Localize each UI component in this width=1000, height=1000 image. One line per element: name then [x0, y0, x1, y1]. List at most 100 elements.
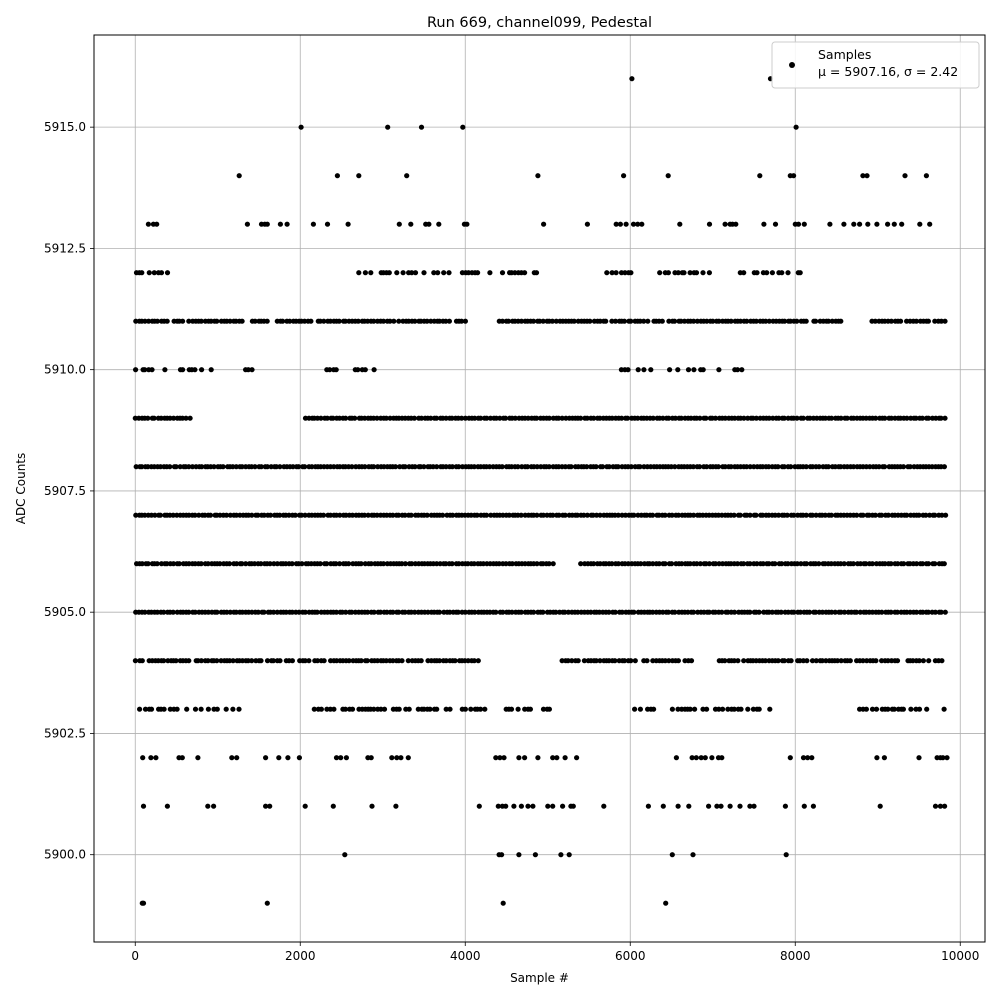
- data-point: [205, 658, 211, 664]
- data-point: [475, 658, 481, 664]
- data-point: [392, 464, 399, 470]
- data-point: [474, 512, 480, 518]
- data-point: [180, 318, 186, 324]
- data-point: [604, 270, 610, 276]
- data-point: [205, 803, 211, 809]
- data-point: [443, 706, 449, 712]
- data-point: [421, 464, 427, 470]
- legend-box: [771, 41, 980, 89]
- data-point: [813, 512, 819, 518]
- data-point: [797, 609, 804, 615]
- data-point: [424, 512, 430, 518]
- data-point: [337, 512, 343, 518]
- data-point: [405, 658, 411, 664]
- data-point: [518, 512, 524, 518]
- data-point: [719, 609, 725, 615]
- data-point: [396, 609, 402, 615]
- data-point: [913, 609, 920, 615]
- data-point: [356, 270, 362, 276]
- data-point: [434, 706, 440, 712]
- data-point: [560, 803, 566, 809]
- data-point: [349, 609, 355, 615]
- data-point: [540, 609, 546, 615]
- data-point: [659, 318, 665, 324]
- data-point: [891, 706, 897, 712]
- data-point: [471, 658, 477, 664]
- data-point: [446, 318, 452, 324]
- data-point: [154, 561, 160, 567]
- data-point: [471, 561, 477, 567]
- data-point: [613, 221, 619, 227]
- data-point: [556, 415, 562, 421]
- data-point: [342, 852, 348, 858]
- data-point: [550, 803, 556, 809]
- data-point: [741, 270, 747, 276]
- data-point: [549, 318, 556, 324]
- data-point: [672, 464, 678, 470]
- y-axis-label: ADC Counts: [14, 453, 28, 525]
- data-point: [499, 270, 506, 276]
- data-point: [702, 755, 708, 761]
- data-point: [139, 464, 145, 470]
- data-point: [233, 464, 239, 470]
- data-point: [258, 658, 264, 664]
- data-point: [841, 221, 847, 227]
- data-point: [171, 415, 177, 421]
- data-point: [502, 415, 509, 421]
- data-point: [409, 270, 415, 276]
- data-point: [511, 803, 517, 809]
- data-point: [907, 464, 913, 470]
- data-point: [151, 415, 157, 421]
- data-point: [667, 367, 673, 373]
- data-point: [192, 706, 199, 712]
- data-point: [727, 803, 733, 809]
- data-point: [932, 609, 939, 615]
- data-point: [785, 270, 791, 276]
- data-point: [675, 803, 681, 809]
- data-point: [913, 318, 920, 324]
- data-point: [148, 755, 154, 761]
- y-tick-label: 5910.0: [44, 363, 86, 377]
- data-point: [540, 318, 546, 324]
- x-tick-label: 2000: [285, 949, 316, 963]
- data-point: [562, 755, 568, 761]
- data-point: [851, 464, 857, 470]
- data-point: [669, 561, 675, 567]
- data-point: [763, 318, 769, 324]
- data-point: [932, 512, 938, 518]
- data-point: [158, 270, 165, 276]
- data-point: [460, 124, 466, 130]
- data-point: [656, 561, 662, 567]
- data-point: [436, 609, 443, 615]
- data-point: [396, 318, 402, 324]
- data-point: [873, 415, 879, 421]
- data-point: [229, 755, 235, 761]
- data-point: [378, 706, 384, 712]
- data-point: [137, 706, 143, 712]
- data-point: [383, 415, 389, 421]
- data-point: [368, 561, 374, 567]
- data-point: [198, 561, 204, 567]
- data-point: [860, 658, 866, 664]
- data-point: [838, 658, 844, 664]
- data-point: [287, 318, 293, 324]
- data-point: [914, 561, 920, 567]
- data-point: [813, 609, 819, 615]
- data-point: [245, 367, 251, 373]
- data-point: [675, 706, 681, 712]
- data-point: [825, 464, 832, 470]
- data-point: [310, 221, 316, 227]
- data-point: [913, 415, 919, 421]
- data-point: [781, 415, 787, 421]
- data-point: [170, 609, 176, 615]
- data-point: [267, 512, 274, 518]
- data-point: [574, 512, 581, 518]
- data-point: [665, 270, 672, 276]
- data-point: [747, 464, 753, 470]
- data-point: [472, 609, 478, 615]
- data-point: [754, 561, 760, 567]
- data-point: [427, 706, 433, 712]
- data-point: [217, 561, 223, 567]
- data-point: [782, 803, 789, 809]
- data-point: [540, 706, 547, 712]
